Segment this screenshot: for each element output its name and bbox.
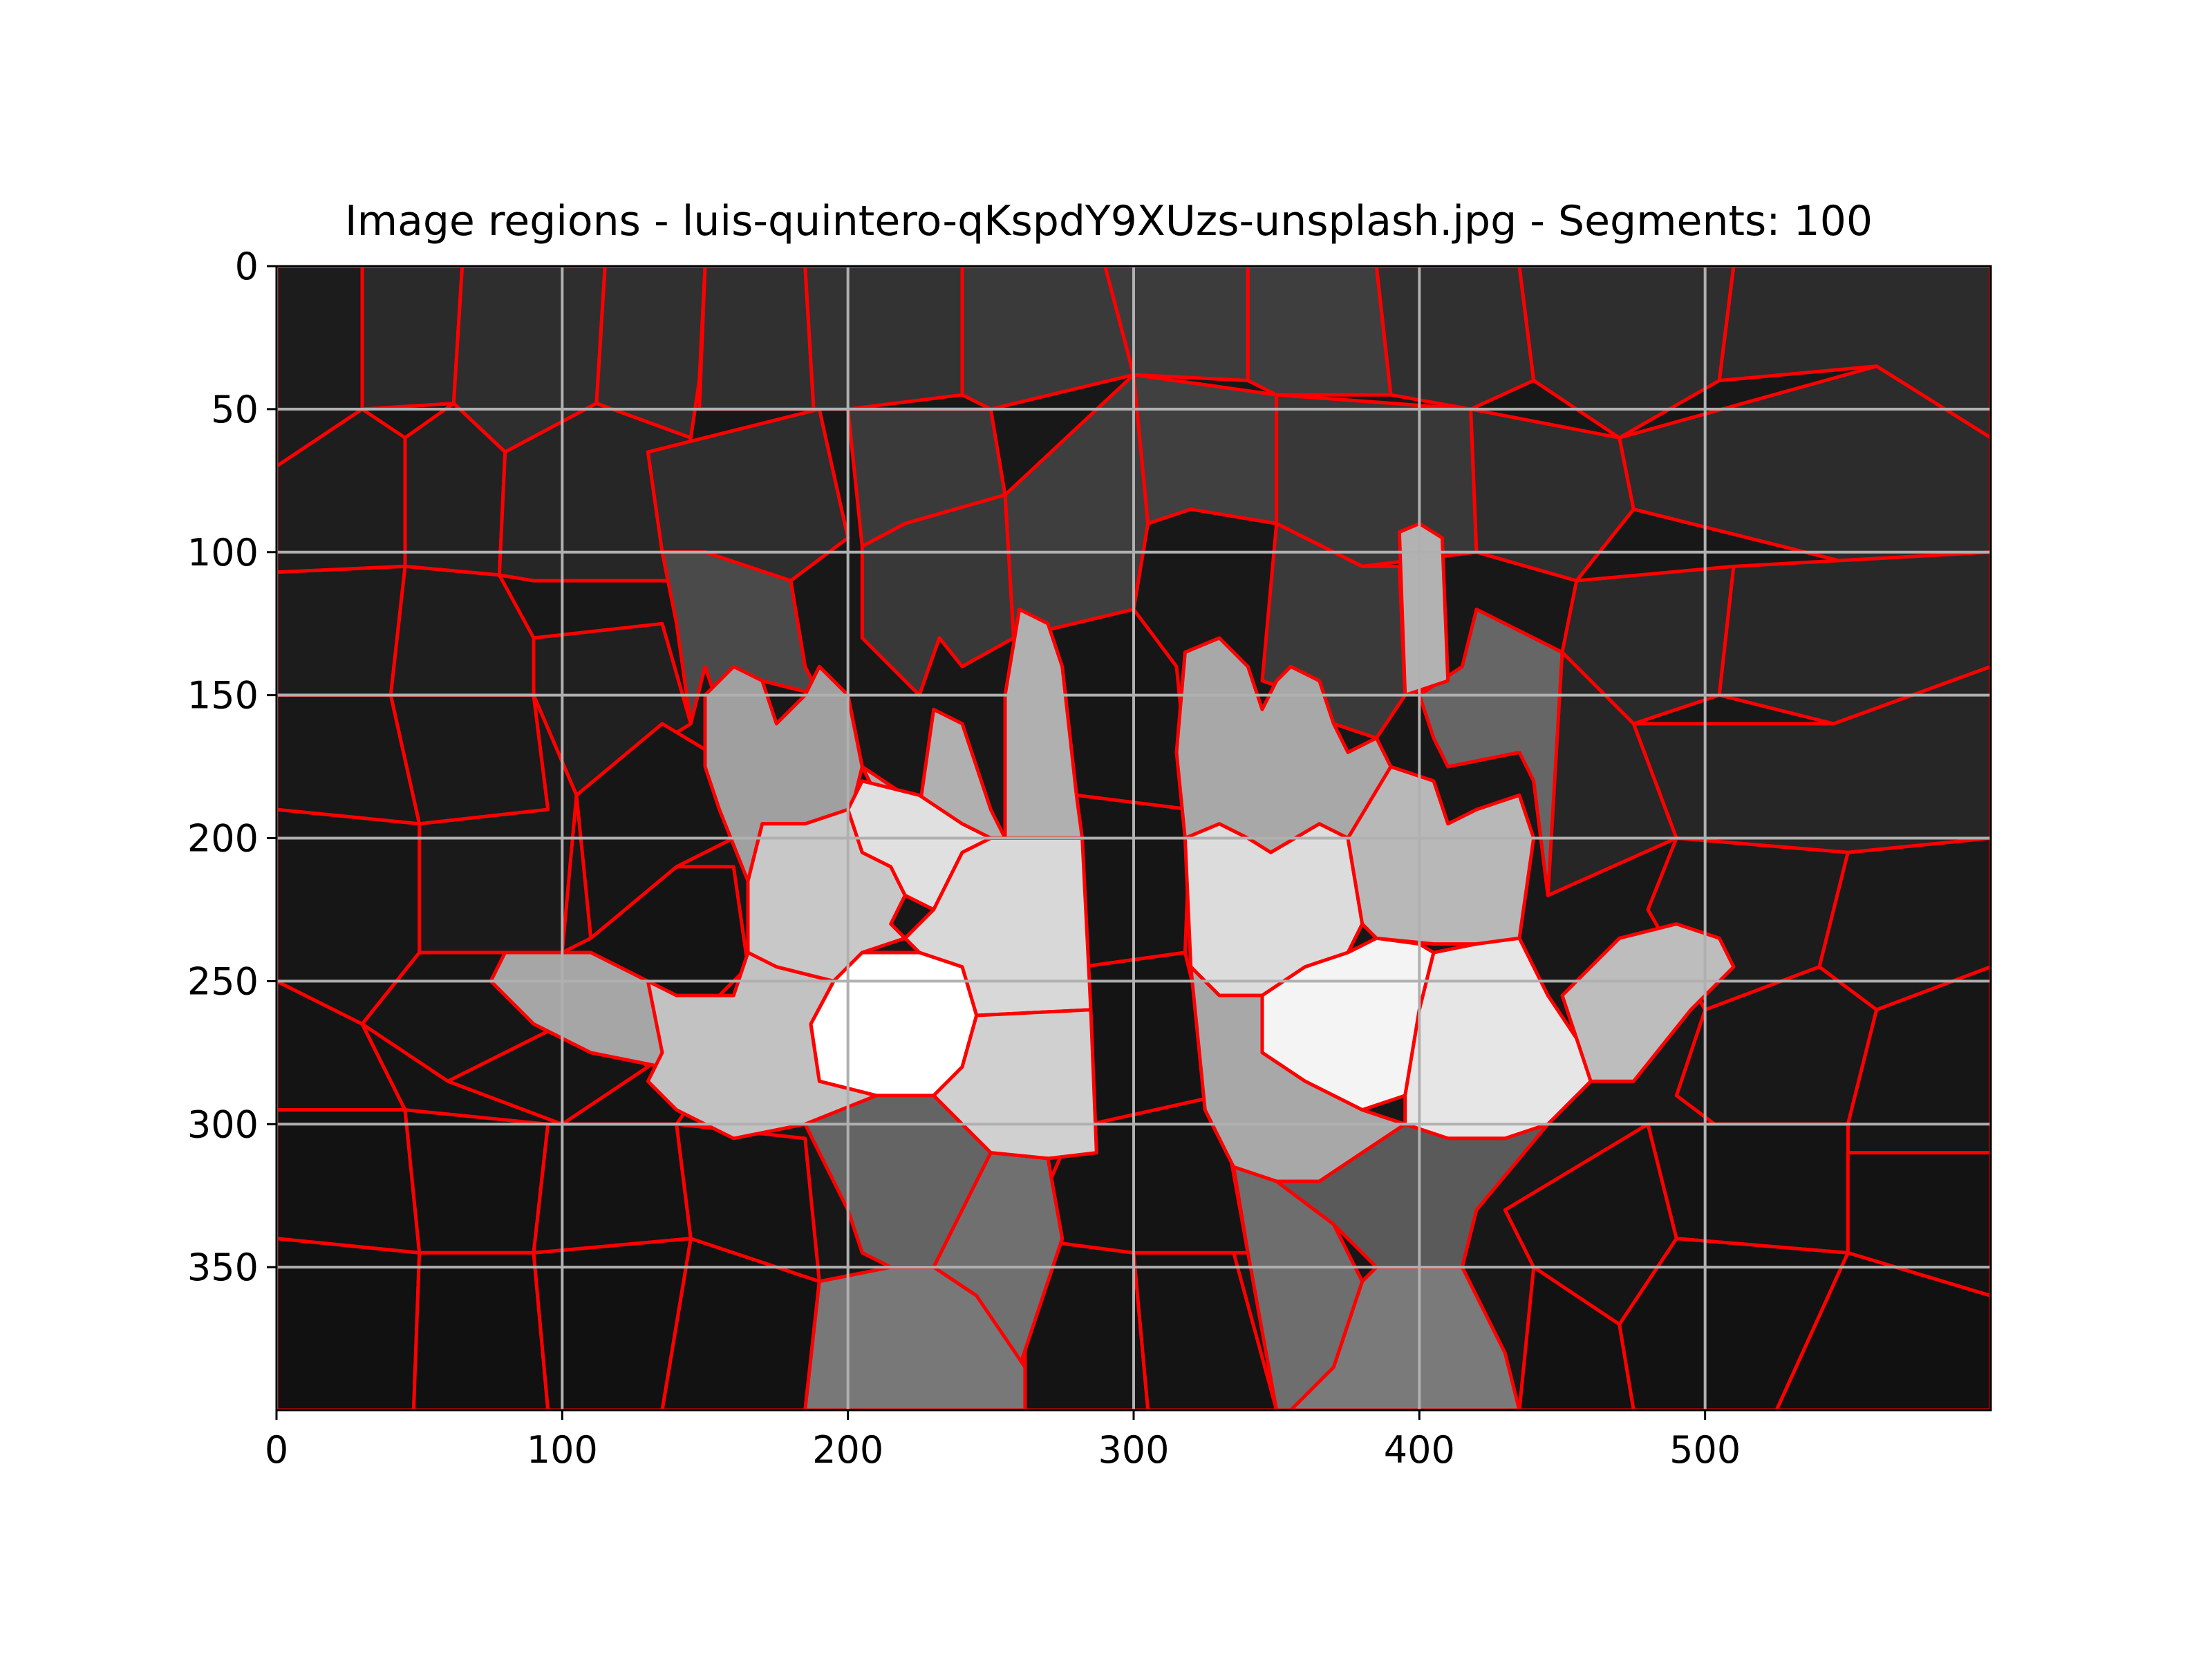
segment-bg-right-1 [1469,407,1635,583]
segment-bg-right-10 [1646,1122,1850,1255]
segment-bg-row8-1 [411,1250,550,1410]
segment-bg-top-4 [697,266,816,411]
y-tick-label-350: 350 [187,1246,259,1289]
segment-bg-right-2 [1618,364,1991,568]
segment-bg-top-5 [803,266,964,411]
y-tick-label-200: 200 [187,817,259,861]
y-tick-label-150: 150 [187,674,259,718]
x-tick-label-300: 300 [1098,1428,1169,1472]
segment-bg-row4-1 [388,693,550,826]
x-tick-label-500: 500 [1669,1428,1741,1472]
y-tick-label-250: 250 [187,959,259,1003]
chart-title: Image regions - luis-quintero-qKspdY9XUz… [345,197,1873,245]
segment-R-thumb [1560,922,1736,1083]
x-tick-label-100: 100 [527,1428,598,1472]
y-tick-label-100: 100 [187,531,259,574]
segment-palm-shadow-l-top [860,493,1015,697]
segment-bg-left-7 [276,1108,422,1255]
segment-bg-right-11 [1846,1151,1991,1297]
segment-bg-left-3 [276,564,407,697]
segment-bg-right-3 [1560,564,1736,726]
segment-bg-top-6 [960,266,1136,411]
segment-bg-top-9 [1374,266,1536,411]
segment-bg-row7-2 [532,1122,693,1255]
y-tick-label-300: 300 [187,1103,259,1146]
segment-bg-row7-1 [403,1108,550,1255]
y-tick-label-50: 50 [211,388,259,431]
segment-bg-mid-top-3 [1132,373,1279,525]
y-tick-label-0: 0 [235,245,259,288]
x-tick-label-0: 0 [265,1428,288,1472]
segment-bg-left-8 [276,1237,422,1410]
segment-bg-top-1 [360,266,465,411]
x-tick-label-400: 400 [1384,1428,1455,1472]
segment-bg-top-8 [1246,266,1393,397]
segment-bg-row8-2 [532,1237,693,1410]
y-axis: 0 50 100 150 200 250 300 350 [187,245,276,1289]
plot-area [276,266,1991,1410]
segment-bg-right-12 [1517,1265,1635,1410]
x-tick-label-200: 200 [812,1428,883,1472]
segment-bg-right-14 [1774,1250,1991,1410]
x-axis: 0 100 200 300 400 500 [265,1410,1741,1472]
grid-lines [276,266,1991,1410]
segment-R-index-tip [1397,521,1450,697]
segment-regions [276,266,1991,1410]
segment-R-wrist-a [1275,1122,1550,1269]
